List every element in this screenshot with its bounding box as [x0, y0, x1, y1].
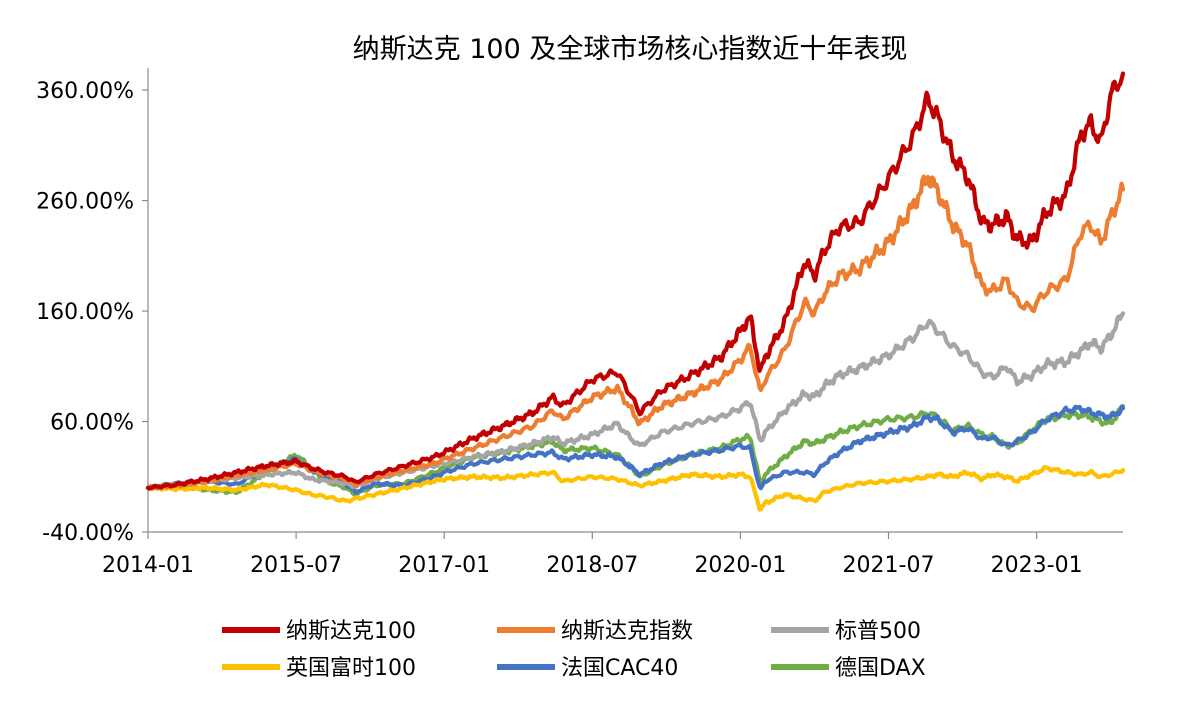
series-line-0 — [145, 71, 1126, 491]
legend: 纳斯达克100 纳斯达克指数 标普500 英国富时100 法国CAC40 德国DAX — [222, 619, 926, 681]
legend-label: 标普500 — [835, 619, 921, 644]
series-lines — [145, 71, 1126, 512]
x-tick-label: 2017-01 — [398, 553, 490, 578]
y-tick-label: 260.00% — [36, 190, 134, 215]
x-tick-label: 2020-01 — [694, 553, 786, 578]
chart-title: 纳斯达克 100 及全球市场核心指数近十年表现 — [353, 34, 908, 65]
x-tick-label: 2021-07 — [843, 553, 935, 578]
x-tick-label: 2014-01 — [102, 553, 194, 578]
axes: -40.00% 60.00% 160.00% 260.00% 360.00% 2014-0… — [36, 68, 1123, 578]
x-tick-label: 2018-07 — [546, 553, 638, 578]
legend-label: 德国DAX — [835, 656, 926, 681]
y-tick-label: 60.00% — [50, 411, 134, 436]
x-tick-label: 2015-07 — [250, 553, 342, 578]
y-tick-label: 160.00% — [36, 300, 134, 325]
legend-label: 英国富时100 — [286, 656, 416, 681]
legend-label: 纳斯达克100 — [286, 619, 416, 644]
y-tick-label: 360.00% — [36, 79, 134, 104]
series-line-3 — [145, 464, 1126, 512]
series-line-2 — [145, 311, 1126, 491]
y-tick-label: -40.00% — [42, 521, 134, 546]
legend-label: 法国CAC40 — [561, 656, 678, 681]
legend-label: 纳斯达克指数 — [561, 619, 693, 644]
x-tick-label: 2023-01 — [991, 553, 1083, 578]
